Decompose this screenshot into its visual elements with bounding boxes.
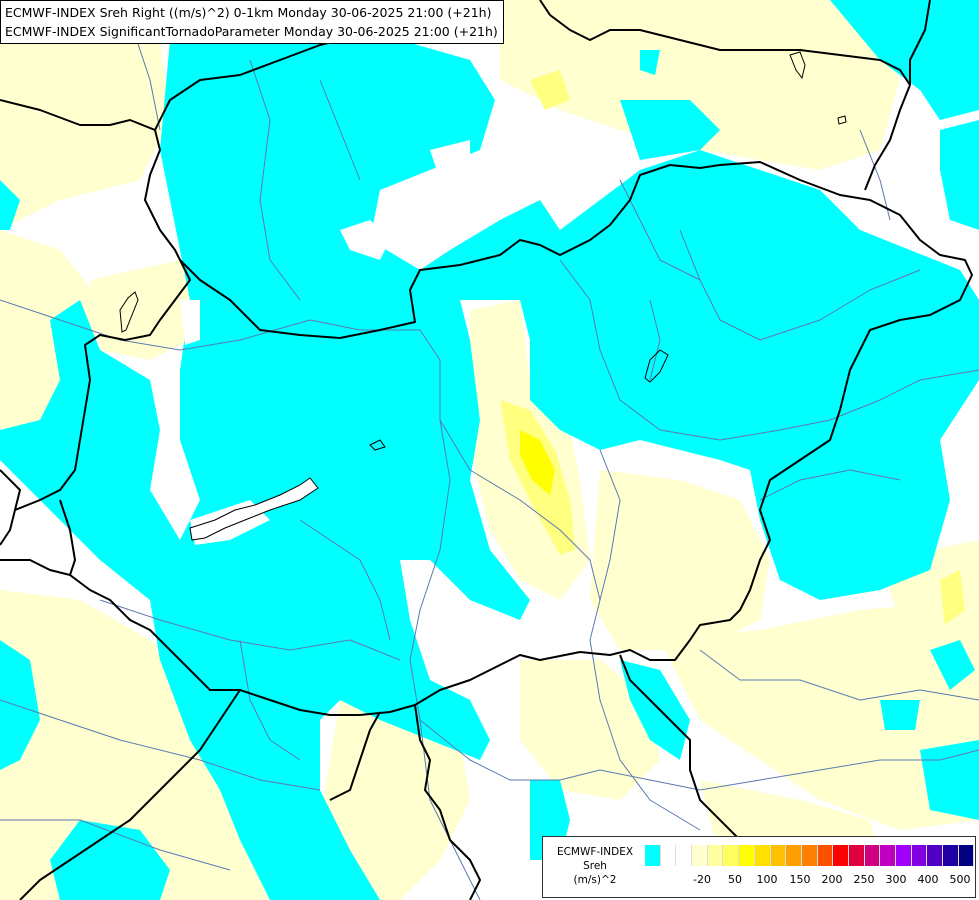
- legend-tick-label: 200: [821, 873, 843, 886]
- legend-title-line-2: Sreh: [583, 860, 607, 872]
- legend-ticks: -2050100150200250300400500700: [643, 873, 973, 889]
- legend-title-line-1: ECMWF-INDEX: [556, 846, 634, 858]
- legend-swatch: [848, 845, 865, 866]
- legend-swatch: [927, 845, 944, 866]
- legend-swatch: [911, 845, 928, 866]
- lakes: [119, 51, 847, 541]
- legend-swatch: [707, 845, 724, 866]
- legend-title-line-3: (m/s)^2: [573, 874, 617, 886]
- map-title-box: ECMWF-INDEX Sreh Right ((m/s)^2) 0-1km M…: [0, 0, 504, 44]
- legend-swatches: [645, 845, 975, 866]
- legend-tick-label: 500: [949, 873, 971, 886]
- legend-swatch: [817, 845, 834, 866]
- legend-tick-label: 100: [756, 873, 778, 886]
- rivers: [0, 19, 979, 900]
- legend-tick-label: 400: [917, 873, 939, 886]
- legend-swatch: [943, 845, 959, 866]
- legend-swatch: [864, 845, 881, 866]
- legend-swatch: [770, 845, 787, 866]
- legend-tick-label: 250: [853, 873, 875, 886]
- legend-swatch: [786, 845, 802, 866]
- color-legend: ECMWF-INDEX Sreh (m/s)^2 -20 50 100 150 200 2…: [542, 836, 976, 898]
- map-title-line-1: ECMWF-INDEX Sreh Right ((m/s)^2) 0-1km M…: [5, 5, 492, 20]
- legend-tick-label: 50: [728, 873, 742, 886]
- legend-swatch: [739, 845, 755, 866]
- legend-swatch: [896, 845, 912, 866]
- legend-swatch: [880, 845, 896, 866]
- legend-swatch: [723, 845, 740, 866]
- legend-swatch: [692, 845, 708, 866]
- legend-title: ECMWF-INDEX Sreh (m/s)^2: [547, 845, 643, 887]
- legend-swatch: [660, 845, 677, 866]
- sreh-max-area: [520, 430, 555, 495]
- legend-swatch: [645, 845, 661, 866]
- legend-tick-label: -20: [693, 873, 711, 886]
- legend-tick-label: 300: [885, 873, 907, 886]
- legend-swatch: [833, 845, 849, 866]
- legend-tick-label: 150: [789, 873, 811, 886]
- legend-swatch: [801, 845, 818, 866]
- legend-swatch: [958, 845, 975, 866]
- legend-swatch: [754, 845, 771, 866]
- map-title-line-2: ECMWF-INDEX SignificantTornadoParameter …: [5, 24, 498, 39]
- legend-swatch: [676, 845, 693, 866]
